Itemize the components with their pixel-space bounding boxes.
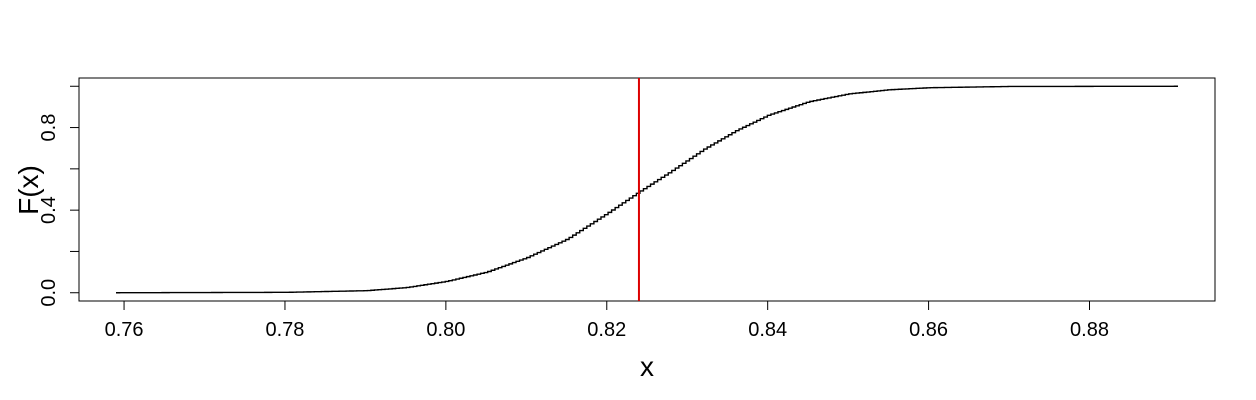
y-axis: 0.0 0.4 0.8 xyxy=(38,85,80,307)
y-tick-label: 0.0 xyxy=(38,279,60,307)
x-tick-label: 0.86 xyxy=(909,319,948,341)
x-tick-label: 0.80 xyxy=(426,319,465,341)
x-tick-label: 0.84 xyxy=(748,319,787,341)
y-tick-label: 0.4 xyxy=(38,196,60,224)
x-tick-label: 0.76 xyxy=(105,319,144,341)
plot-frame xyxy=(78,77,1216,302)
y-tick-label: 0.8 xyxy=(38,114,60,142)
cdf-step-line xyxy=(116,85,1178,294)
x-tick-label: 0.88 xyxy=(1070,319,1109,341)
x-axis-title: x xyxy=(640,351,654,382)
x-tick-label: 0.82 xyxy=(587,319,626,341)
series-layer xyxy=(116,85,1178,294)
x-tick-label: 0.78 xyxy=(265,319,304,341)
x-axis: 0.76 0.78 0.80 0.82 0.84 0.86 0.88 xyxy=(105,300,1109,341)
y-axis-title: F(x) xyxy=(13,165,44,215)
